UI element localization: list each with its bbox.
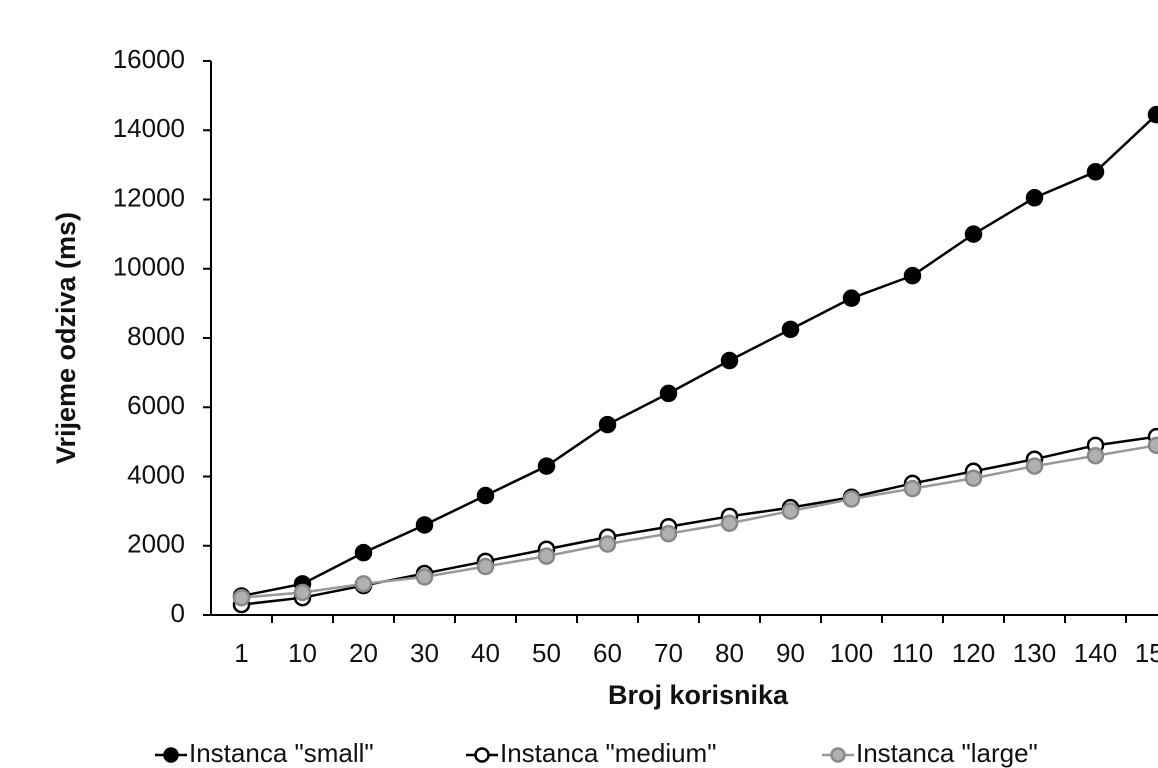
x-tick-label: 80 [715, 638, 744, 668]
marker [903, 479, 922, 498]
y-tick-label: 10000 [113, 252, 185, 282]
x-tick-label: 30 [410, 638, 439, 668]
marker [720, 514, 739, 532]
legend-marker [830, 747, 846, 763]
marker [232, 588, 251, 607]
legend-label: Instanca "medium" [500, 738, 716, 768]
y-tick-label: 16000 [113, 44, 185, 74]
marker [781, 502, 800, 520]
legend-item: Instanca "large" [822, 738, 1038, 768]
marker [1147, 105, 1158, 124]
y-tick-label: 0 [171, 598, 185, 628]
y-tick-label: 2000 [127, 529, 185, 559]
marker [1086, 446, 1105, 465]
legend-marker [474, 747, 490, 763]
series-line [241, 435, 1157, 606]
marker [354, 543, 373, 562]
series [232, 427, 1158, 614]
legend-label: Instanca "small" [189, 738, 374, 768]
series [232, 105, 1158, 605]
x-tick-label: 60 [593, 638, 622, 668]
marker [1025, 457, 1044, 475]
y-tick-label: 12000 [113, 182, 185, 212]
legend-item: Instanca "small" [155, 738, 374, 768]
marker [537, 547, 556, 565]
marker [1147, 436, 1158, 455]
x-tick-label: 130 [1013, 638, 1056, 668]
x-tick-label: 70 [654, 638, 683, 668]
y-tick-label: 8000 [127, 321, 185, 351]
x-axis-title: Broj korisnika [608, 680, 789, 710]
marker [1086, 163, 1105, 181]
x-tick-label: 90 [776, 638, 805, 668]
x-tick-label: 1 [234, 638, 248, 668]
marker [598, 415, 617, 434]
marker [415, 568, 434, 586]
x-tick-label: 140 [1074, 638, 1117, 668]
y-tick-label: 4000 [127, 459, 185, 489]
marker [842, 289, 861, 307]
marker [598, 535, 617, 553]
x-tick-label: 40 [471, 638, 500, 668]
marker [476, 557, 495, 576]
marker [842, 490, 861, 508]
x-tick-label: 20 [349, 638, 378, 668]
x-tick-label: 150 [1135, 638, 1158, 668]
marker [659, 524, 678, 543]
marker [476, 486, 495, 505]
x-tick-label: 120 [952, 638, 995, 668]
marker [720, 351, 739, 370]
y-axis-title: Vrijeme odziva (ms) [51, 212, 81, 464]
marker [659, 384, 678, 403]
y-tick-label: 14000 [113, 113, 185, 143]
marker [964, 225, 983, 243]
marker [293, 583, 312, 602]
x-tick-label: 110 [892, 638, 933, 668]
marker [781, 320, 800, 339]
series-line [241, 113, 1158, 598]
y-tick-label: 6000 [127, 390, 185, 420]
x-tick-label: 10 [288, 638, 317, 668]
legend-marker [163, 747, 179, 763]
series-line [241, 444, 1157, 599]
marker [537, 457, 556, 475]
legend-item: Instanca "medium" [466, 738, 716, 768]
x-tick-label: 100 [830, 638, 873, 668]
series [232, 436, 1158, 607]
marker [903, 266, 922, 285]
marker [1025, 189, 1044, 207]
legend-label: Instanca "large" [856, 738, 1038, 768]
x-tick-label: 50 [532, 638, 561, 668]
marker [354, 575, 373, 593]
marker [415, 516, 434, 534]
marker [964, 469, 983, 487]
